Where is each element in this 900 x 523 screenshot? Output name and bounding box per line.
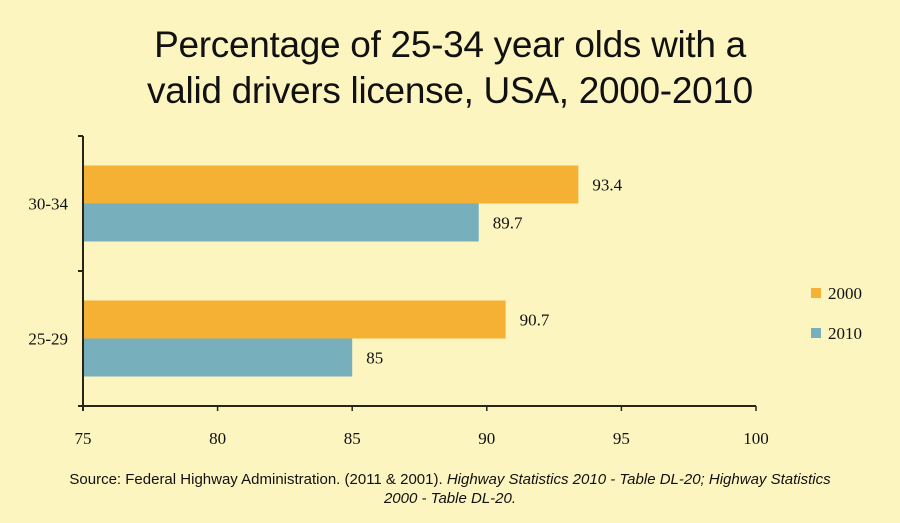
category-label-25-29: 25-29 xyxy=(28,330,68,349)
source-text: Source: Federal Highway Administration. … xyxy=(69,471,447,488)
x-tick-label: 100 xyxy=(743,429,769,448)
bar-30-34-2010 xyxy=(83,203,479,242)
data-label-25-29-2010: 85 xyxy=(366,349,383,368)
bar-30-34-2000 xyxy=(83,165,579,204)
legend-label-2010: 2010 xyxy=(828,324,862,343)
x-tick-label: 80 xyxy=(209,429,226,448)
data-label-25-29-2000: 90.7 xyxy=(520,311,550,330)
bar-25-29-2000 xyxy=(83,300,506,339)
chart-title: Percentage of 25-34 year olds with a val… xyxy=(0,22,900,114)
legend-label-2000: 2000 xyxy=(828,284,862,303)
x-tick-label: 85 xyxy=(344,429,361,448)
source-note: Source: Federal Highway Administration. … xyxy=(60,470,840,508)
chart-title-line-1: Percentage of 25-34 year olds with a xyxy=(154,24,746,65)
chart-title-line-2: valid drivers license, USA, 2000-2010 xyxy=(147,70,753,111)
data-label-30-34-2000: 93.4 xyxy=(592,176,622,195)
legend-swatch-2000 xyxy=(811,288,821,298)
x-tick-label: 75 xyxy=(75,429,92,448)
legend-swatch-2010 xyxy=(811,328,821,338)
bar-25-29-2010 xyxy=(83,338,353,377)
source-italic-text: Highway Statistics 2010 - Table DL-20; H… xyxy=(383,471,831,507)
x-tick-label: 90 xyxy=(478,429,495,448)
data-label-30-34-2010: 89.7 xyxy=(493,214,523,233)
x-tick-label: 95 xyxy=(613,429,630,448)
category-label-30-34: 30-34 xyxy=(28,195,68,214)
